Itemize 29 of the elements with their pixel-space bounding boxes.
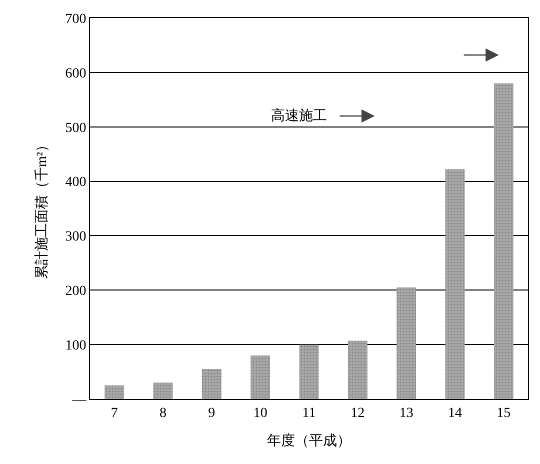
annotation: 高速施工 bbox=[271, 108, 327, 124]
bar bbox=[299, 344, 319, 399]
x-tick-label: 14 bbox=[448, 406, 462, 421]
x-tick-label: 12 bbox=[350, 406, 365, 421]
y-tick-label: 100 bbox=[65, 338, 86, 354]
y-tick-label: 300 bbox=[65, 230, 86, 245]
bar bbox=[494, 83, 514, 399]
bar bbox=[250, 355, 270, 399]
bar bbox=[396, 287, 416, 399]
y-tick-label: — bbox=[71, 392, 88, 408]
y-tick-label: 500 bbox=[65, 120, 86, 136]
y-tick-label: 200 bbox=[65, 284, 86, 300]
x-tick-label: 10 bbox=[253, 406, 268, 421]
bar bbox=[104, 385, 124, 399]
x-tick-label: 7 bbox=[110, 406, 118, 421]
x-tick-label: 13 bbox=[399, 406, 414, 421]
y-tick-label: 700 bbox=[65, 12, 86, 27]
bar bbox=[348, 340, 368, 399]
x-tick-label: 8 bbox=[160, 406, 166, 421]
x-axis-title: 年度（平成） bbox=[267, 433, 351, 450]
x-tick-label: 15 bbox=[496, 406, 511, 421]
bar bbox=[153, 382, 173, 399]
y-axis-title: 累計施工面積（千m²） bbox=[34, 138, 50, 280]
bar bbox=[202, 369, 222, 399]
x-tick-label: 9 bbox=[208, 406, 216, 421]
x-tick-label: 11 bbox=[302, 406, 316, 421]
y-tick-label: 400 bbox=[65, 175, 86, 190]
y-tick-label: 600 bbox=[65, 66, 86, 82]
bar bbox=[445, 169, 465, 399]
